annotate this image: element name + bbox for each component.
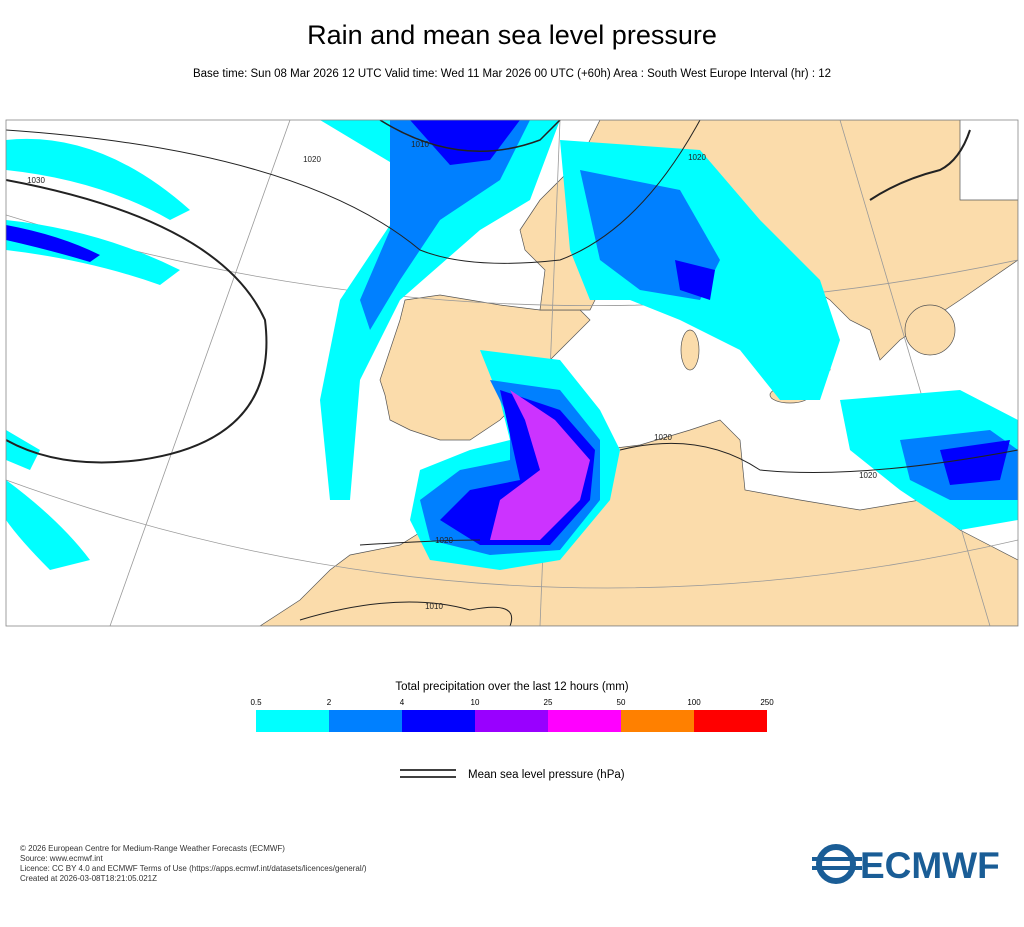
- precipitation: [6, 120, 1018, 570]
- colorbar-segment: [621, 710, 694, 732]
- graticule: [6, 120, 1018, 626]
- colorbar: 0.5 2 4 10 25 50 100 250: [250, 698, 774, 732]
- title: Rain and mean sea level pressure: [307, 20, 717, 50]
- footer-line: Created at 2026-03-08T18:21:05.021Z: [20, 874, 157, 883]
- isobar-label: 1020: [435, 536, 453, 545]
- colorbar-tick-label: 0.5: [250, 698, 262, 707]
- logo-text: ECMWF: [860, 845, 1000, 886]
- isobar-label: 1030: [27, 176, 45, 185]
- subtitle: Base time: Sun 08 Mar 2026 12 UTC Valid …: [193, 68, 831, 80]
- colorbar-tick-label: 50: [617, 698, 626, 707]
- isobars: [6, 120, 1018, 626]
- logo: ECMWF: [812, 844, 1000, 886]
- isobar-label: 1010: [411, 140, 429, 149]
- footer: © 2026 European Centre for Medium-Range …: [20, 844, 367, 883]
- colorbar-segment: [402, 710, 475, 732]
- map: 1030 1020 1010 1020 1020 1020 1020 1010: [6, 120, 1018, 626]
- legend-title: Total precipitation over the last 12 hou…: [395, 681, 628, 693]
- colorbar-segment: [256, 710, 329, 732]
- isobar-labels: 1030 1020 1010 1020 1020 1020 1020 1010: [27, 140, 877, 611]
- colorbar-tick-label: 4: [400, 698, 405, 707]
- colorbar-tick-label: 25: [544, 698, 553, 707]
- map-frame: [5, 119, 1019, 627]
- colorbar-tick-label: 10: [471, 698, 480, 707]
- isobar-label: 1020: [688, 153, 706, 162]
- isobar-label: 1020: [303, 155, 321, 164]
- isobar-label: 1010: [425, 602, 443, 611]
- footer-line: Licence: CC BY 4.0 and ECMWF Terms of Us…: [20, 864, 367, 873]
- isobar-label: 1020: [654, 433, 672, 442]
- colorbar-tick-label: 250: [760, 698, 774, 707]
- colorbar-segment: [694, 710, 767, 732]
- colorbar-segment: [548, 710, 621, 732]
- footer-line: © 2026 European Centre for Medium-Range …: [20, 844, 285, 853]
- colorbar-segment: [475, 710, 548, 732]
- pressure-legend-label: Mean sea level pressure (hPa): [468, 769, 625, 781]
- colorbar-tick-label: 100: [687, 698, 701, 707]
- footer-line: Source: www.ecmwf.int: [20, 854, 103, 863]
- colorbar-tick-label: 2: [327, 698, 332, 707]
- colorbar-segment: [329, 710, 402, 732]
- isobar-label: 1020: [859, 471, 877, 480]
